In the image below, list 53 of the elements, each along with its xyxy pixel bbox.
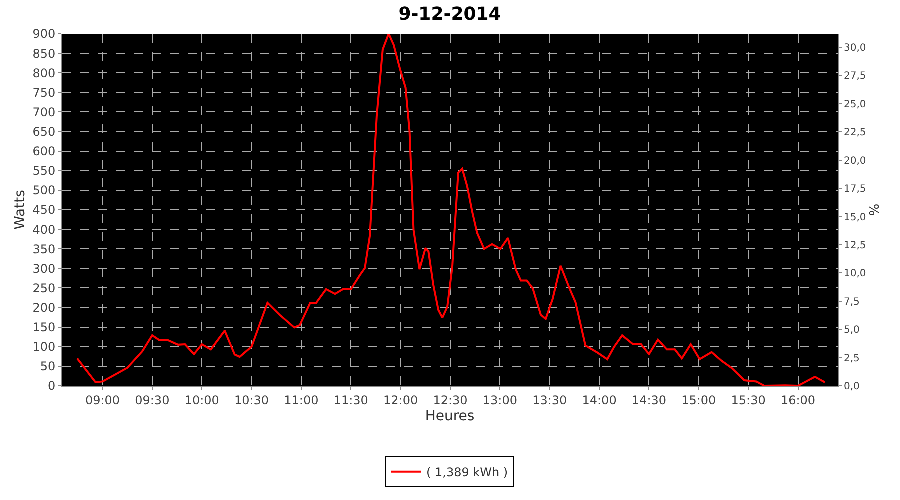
y2-tick-label: 27,5 xyxy=(844,71,866,82)
y-tick-label: 800 xyxy=(32,66,56,80)
y2-tick-label: 30,0 xyxy=(844,43,866,54)
y2-tick-label: 15,0 xyxy=(844,212,866,224)
y-tick-label: 700 xyxy=(32,105,56,120)
y-tick-label: 350 xyxy=(32,242,56,256)
y-axis-title: Watts xyxy=(12,190,28,230)
chart-title: 9-12-2014 xyxy=(398,4,502,26)
y-tick-label: 450 xyxy=(32,203,56,218)
y2-tick-label: 10,0 xyxy=(844,268,866,280)
x-tick-label: 15:00 xyxy=(682,393,716,408)
y2-tick-label: 22,5 xyxy=(844,128,866,139)
y-tick-label: 650 xyxy=(32,124,56,139)
x-tick-label: 10:00 xyxy=(184,393,220,408)
x-tick-label: 11:00 xyxy=(284,393,319,408)
y-tick-label: 50 xyxy=(40,360,56,374)
x-tick-label: 12:00 xyxy=(384,393,418,408)
y2-tick-label: 5,0 xyxy=(844,325,860,336)
y-tick-label: 100 xyxy=(32,340,56,354)
line-series xyxy=(76,34,826,386)
y-tick-label: 550 xyxy=(32,164,56,178)
x-tick-label: 14:30 xyxy=(632,393,667,408)
y-tick-label: 0 xyxy=(48,379,56,394)
x-tick-label: 09:30 xyxy=(135,393,170,408)
y2-tick-label: 7,5 xyxy=(844,296,860,308)
x-tick-label: 11:30 xyxy=(334,393,368,408)
y-tick-label: 250 xyxy=(32,281,56,296)
x-tick-label: 13:00 xyxy=(482,393,518,408)
y2-tick-label: 2,5 xyxy=(844,353,860,364)
y2-tick-label: 0,0 xyxy=(844,382,860,392)
x-axis-title: Heures xyxy=(425,408,475,425)
x-tick-label: 12:30 xyxy=(433,393,468,408)
x-tick-label: 09:00 xyxy=(85,393,120,408)
y-tick-label: 900 xyxy=(32,27,56,42)
x-tick-label: 13:30 xyxy=(532,393,568,408)
y2-tick-label: 25,0 xyxy=(844,99,866,110)
x-tick-label: 14:00 xyxy=(582,393,617,408)
y2-tick-label: 12,5 xyxy=(844,240,866,252)
y-tick-label: 600 xyxy=(32,144,56,159)
x-tick-label: 15:30 xyxy=(731,393,766,408)
y-tick-label: 300 xyxy=(32,262,56,276)
y-tick-label: 750 xyxy=(32,86,56,100)
y-tick-label: 850 xyxy=(32,46,56,61)
y-tick-label: 500 xyxy=(32,184,56,198)
y-tick-label: 400 xyxy=(32,222,56,237)
x-tick-label: 16:00 xyxy=(780,393,816,408)
y2-tick-label: 17,5 xyxy=(844,184,866,196)
y-tick-label: 200 xyxy=(32,300,56,315)
x-tick-label: 10:30 xyxy=(234,393,270,408)
y2-axis-title: % xyxy=(868,204,883,216)
y2-tick-label: 20,0 xyxy=(844,156,866,167)
y-tick-label: 150 xyxy=(32,320,56,335)
legend-label: ( 1,389 kWh ) xyxy=(426,466,508,480)
